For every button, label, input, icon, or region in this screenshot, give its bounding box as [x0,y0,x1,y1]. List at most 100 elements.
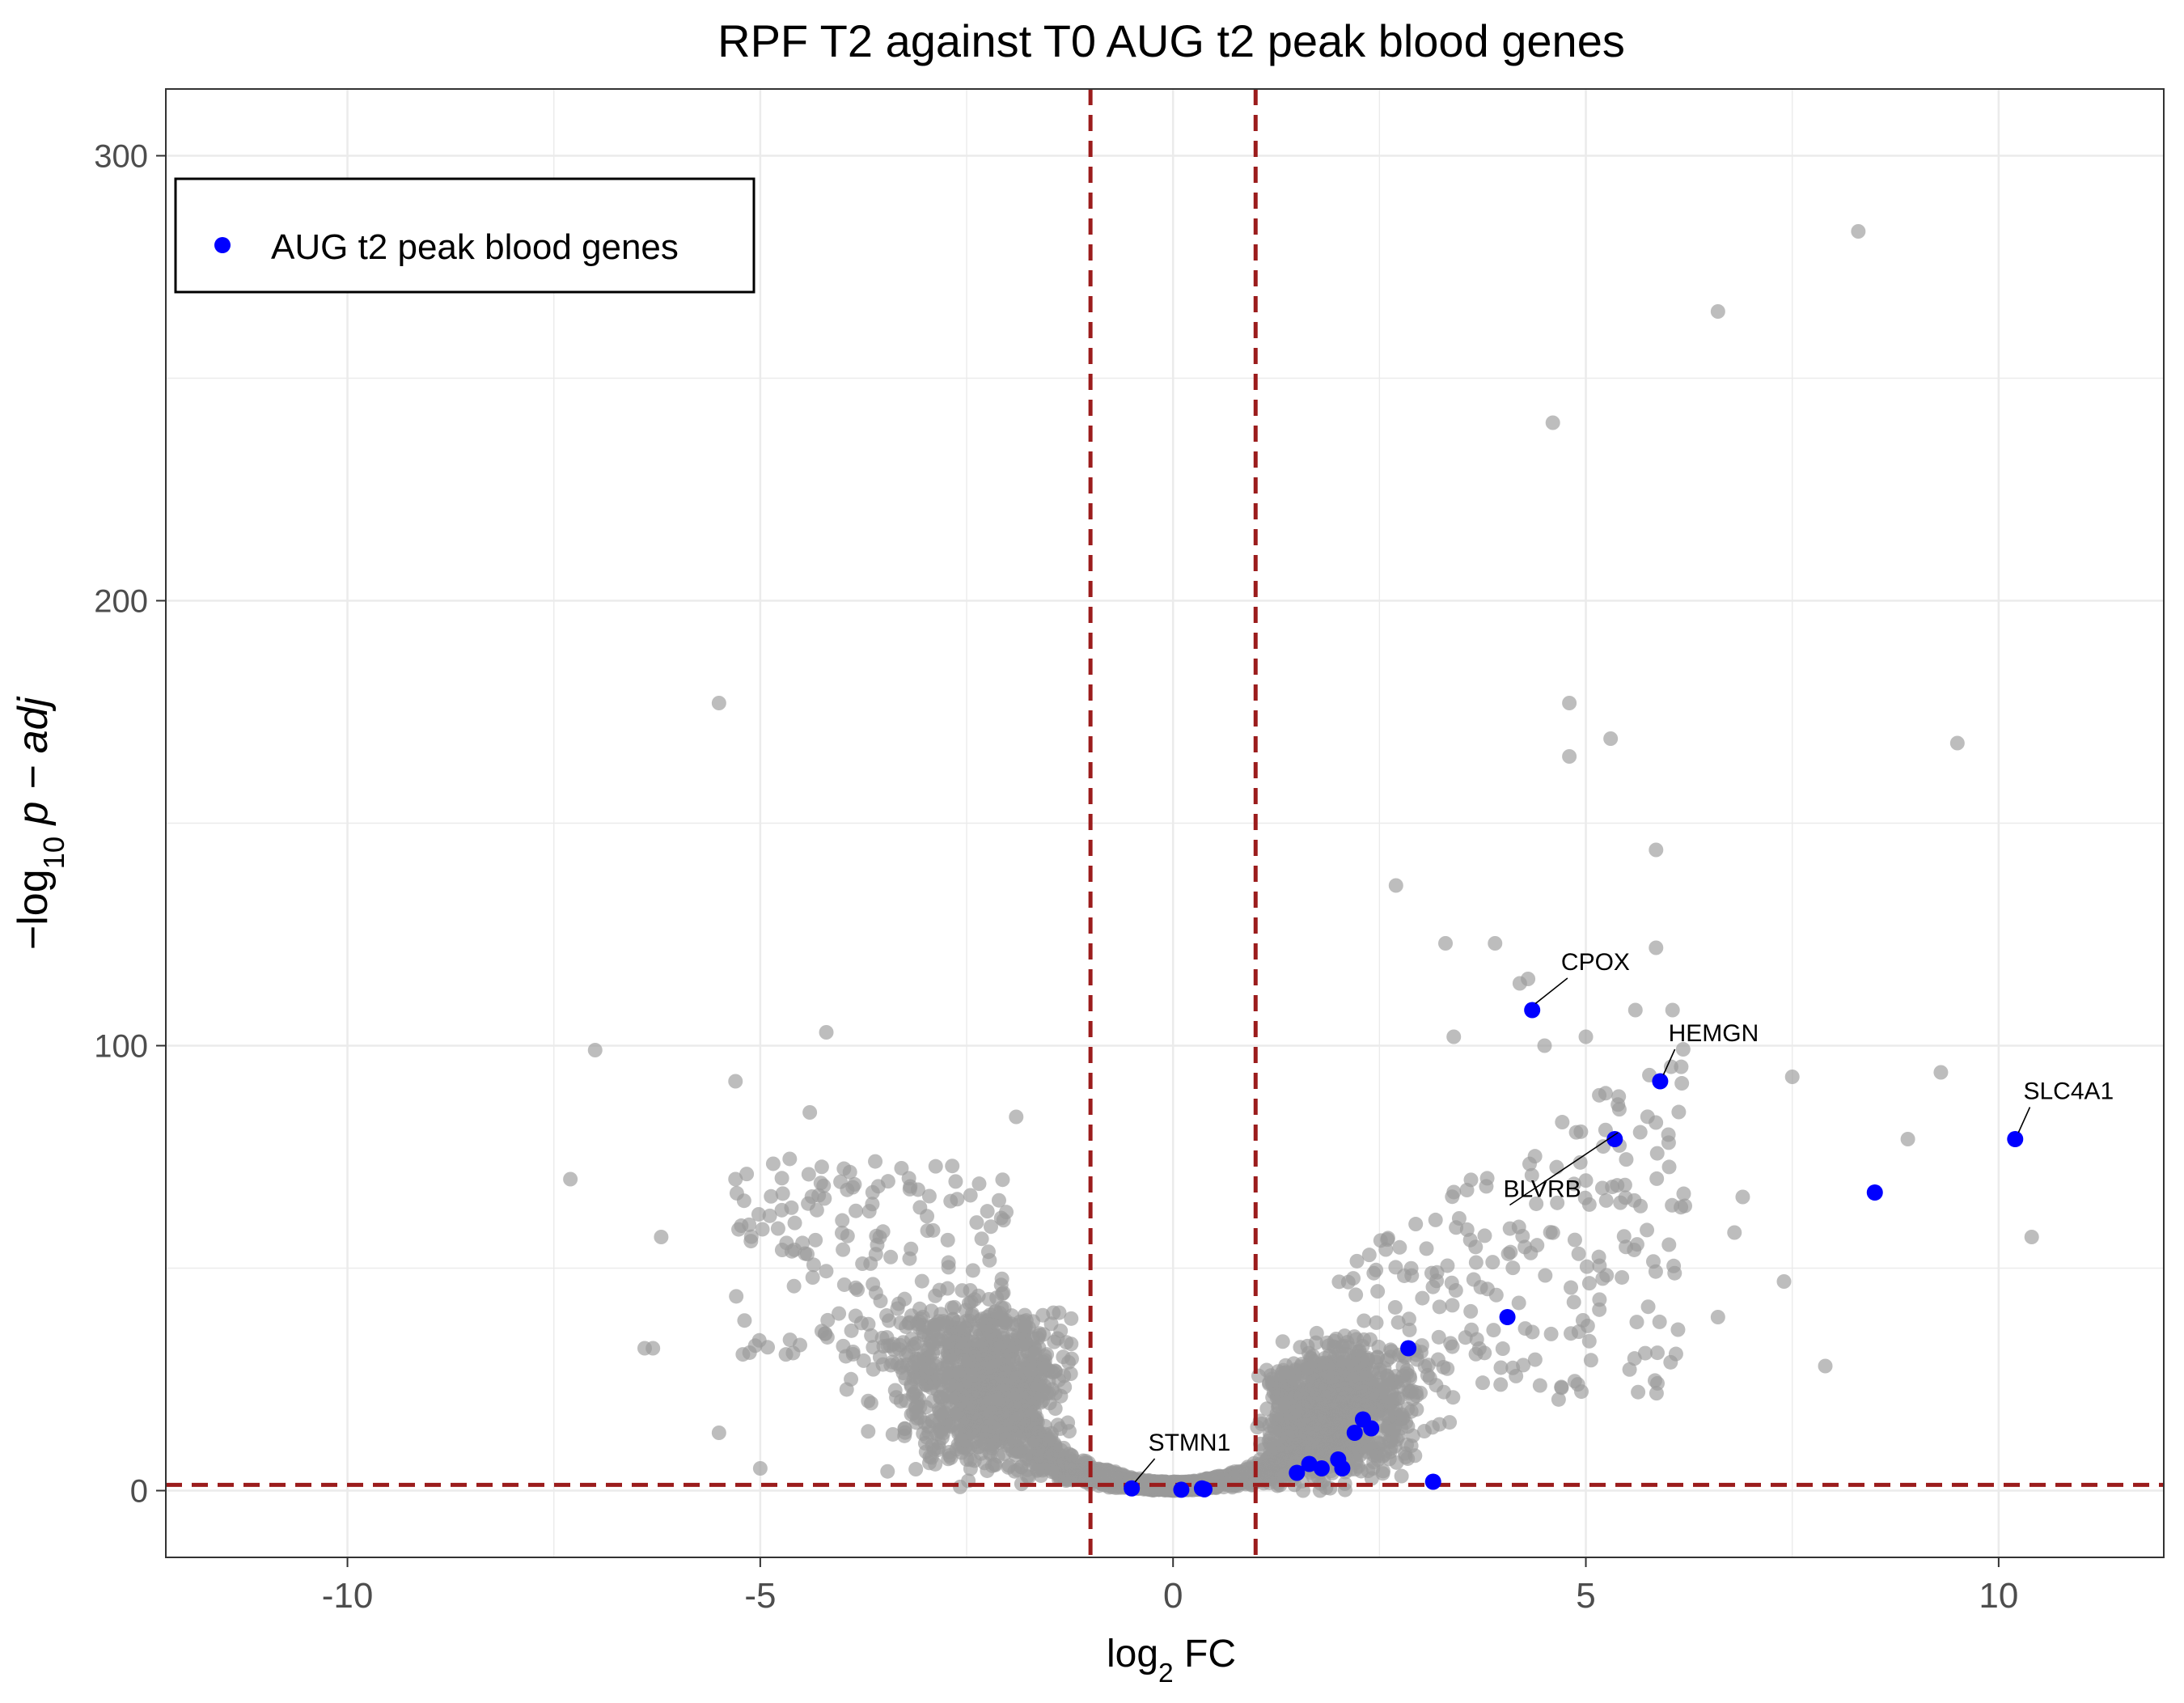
background-point [1627,1351,1642,1366]
background-point [1444,1275,1459,1290]
plot-panel-border [165,88,2165,1558]
background-point [1488,936,1503,951]
background-point [1577,1190,1593,1205]
background-point [1521,972,1536,986]
background-point [1314,1421,1329,1436]
background-point [1671,1104,1687,1120]
background-point [1524,1167,1539,1183]
background-point [833,1174,849,1189]
background-point [1627,1242,1642,1257]
background-point [645,1341,661,1356]
highlighted-point [1289,1464,1306,1481]
background-point [836,1338,851,1354]
background-point [965,1263,980,1278]
background-point [988,1420,1004,1435]
x-axis-label: log2 FC [1107,1633,1236,1688]
background-point [865,1184,880,1200]
background-point [993,1210,1009,1226]
background-point [1300,1361,1315,1376]
background-point [1459,1222,1475,1237]
background-point [1649,842,1664,858]
background-point [1302,1410,1318,1426]
background-point [1578,1029,1594,1044]
background-point [1371,1436,1386,1451]
background-point [1001,1417,1016,1433]
background-point [921,1425,937,1440]
legend: AUG t2 peak blood genes [174,177,756,294]
background-point [983,1219,998,1235]
background-point [1405,1428,1420,1443]
background-point [1661,1237,1677,1252]
background-points [563,224,2039,1498]
background-point [1735,1189,1750,1205]
background-point [1469,1332,1484,1347]
background-point [916,1328,932,1343]
background-point [950,1320,966,1336]
background-point [971,1383,986,1399]
background-point [1649,1115,1664,1130]
background-point [946,1299,962,1315]
highlighted-point [1346,1425,1363,1441]
background-point [990,1448,1005,1464]
background-point [950,1377,966,1392]
background-point [806,1257,821,1273]
background-point [941,1260,956,1275]
gene-annotations: CPOX HEMGN SLC4A1 BLVRB STMN1 [1134,949,2114,1483]
background-point [1402,1322,1417,1337]
background-point [711,1426,726,1440]
background-point [820,1312,836,1328]
background-point [1044,1426,1060,1441]
background-point [1445,1390,1461,1405]
background-point [1463,1303,1479,1319]
highlighted-point [1652,1073,1669,1090]
y-tick-label: 0 [130,1474,148,1510]
background-point [1468,1255,1484,1270]
background-point [868,1154,883,1169]
background-point [1357,1313,1372,1328]
background-point [1336,1388,1352,1404]
background-point [873,1294,888,1309]
background-point [967,1292,982,1307]
background-point [921,1188,937,1204]
background-point [1517,1239,1533,1255]
background-point [861,1316,876,1332]
highlighted-point [1313,1460,1330,1476]
background-point [743,1229,759,1244]
background-point [1674,1059,1689,1074]
background-point [752,1461,768,1476]
background-point [1367,1406,1382,1421]
background-point [1598,1193,1614,1208]
background-point [1390,1391,1406,1406]
background-point [1429,1273,1445,1289]
background-point [1473,1280,1488,1295]
background-point [1018,1313,1034,1328]
background-point [1031,1425,1046,1440]
highlighted-point [2007,1131,2024,1147]
background-point [909,1404,925,1420]
background-point [1578,1173,1594,1188]
background-point [1436,1359,1451,1375]
background-point [729,1185,744,1201]
background-point [1629,1315,1644,1330]
background-point [1319,1335,1335,1350]
background-point [924,1303,939,1319]
background-point [1468,1239,1484,1255]
background-point [1009,1109,1024,1125]
background-point [981,1291,997,1307]
background-point [1051,1372,1066,1387]
background-point [905,1387,921,1403]
background-point [1010,1463,1026,1478]
background-point [1348,1287,1364,1303]
background-point [925,1222,941,1238]
background-point [786,1278,802,1294]
background-point [1949,735,1965,751]
background-point [1445,1339,1460,1354]
background-point [912,1370,928,1386]
background-point [1023,1364,1039,1379]
background-point [1019,1403,1035,1418]
background-point [793,1337,808,1353]
background-point [1485,1255,1500,1270]
highlighted-point [1866,1184,1883,1201]
grid [166,89,2164,1557]
background-point [1375,1381,1390,1396]
